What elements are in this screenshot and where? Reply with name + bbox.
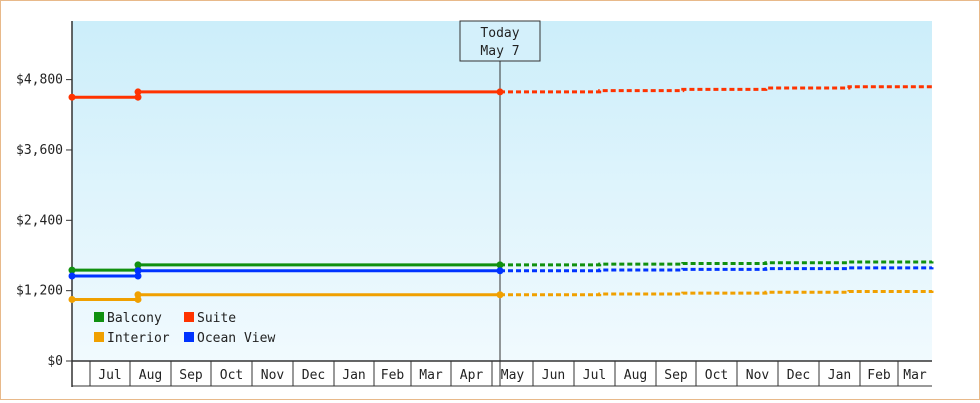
x-tick-label: Jul: [583, 368, 606, 383]
series-interior: [68, 289, 934, 303]
y-tick-label: $1,200: [16, 284, 63, 299]
x-tick-label: Aug: [139, 368, 162, 383]
today-label: Today: [480, 26, 519, 41]
x-tick-label: Feb: [381, 368, 405, 383]
data-point-suite: [68, 93, 76, 101]
forecast-line-ocean-view: [500, 266, 934, 273]
y-tick-label: $0: [47, 354, 63, 369]
legend-label-suite: Suite: [197, 311, 236, 326]
data-point-suite: [134, 93, 142, 101]
x-tick-label: Dec: [302, 368, 325, 383]
legend-swatch-balcony: [94, 312, 104, 322]
data-point-balcony: [134, 261, 142, 269]
data-point-ocean-view: [134, 272, 142, 280]
data-point-interior: [68, 295, 76, 303]
x-tick-label: Aug: [624, 368, 647, 383]
data-point-suite: [134, 88, 142, 96]
data-point-ocean-view: [134, 267, 142, 275]
x-tick-label: Jul: [98, 368, 121, 383]
x-tick-label: May: [501, 368, 525, 383]
data-point-balcony: [68, 266, 76, 274]
series-layer: [68, 85, 934, 303]
x-tick-label: Sep: [664, 368, 688, 383]
y-tick-label: $4,800: [16, 73, 63, 88]
legend-swatch-interior: [94, 332, 104, 342]
y-tick-label: $3,600: [16, 143, 63, 158]
legend: Balcony Suite Interior Ocean View: [94, 311, 275, 346]
legend-label-interior: Interior: [107, 331, 170, 346]
x-tick-label: Jan: [342, 368, 365, 383]
x-tick-label: Oct: [220, 368, 243, 383]
today-box: [459, 20, 541, 62]
forecast-line-interior: [500, 289, 934, 297]
plot-area-background: [72, 21, 932, 361]
today-marker: Today May 7: [459, 20, 541, 386]
x-tick-label: Mar: [903, 368, 927, 383]
legend-label-balcony: Balcony: [107, 311, 162, 326]
x-tick-label: Nov: [261, 368, 285, 383]
x-tick-label: Sep: [179, 368, 203, 383]
x-axis: Jul Aug Sep Oct Nov Dec Jan Feb Mar Apr May Jun Jul A…: [72, 360, 932, 387]
x-tick-label: Jun: [542, 368, 565, 383]
x-tick-label: Apr: [460, 368, 484, 383]
forecast-line-balcony: [500, 260, 934, 267]
today-date: May 7: [480, 44, 519, 59]
forecast-line-suite: [500, 85, 934, 94]
x-tick-label: Oct: [705, 368, 728, 383]
legend-swatch-suite: [184, 312, 194, 322]
x-tick-label: Jan: [828, 368, 851, 383]
x-tick-label: Nov: [746, 368, 770, 383]
series-ocean-view: [68, 266, 934, 280]
legend-swatch-ocean-view: [184, 332, 194, 342]
y-tick-label: $2,400: [16, 213, 63, 228]
x-tick-label: Dec: [787, 368, 810, 383]
data-point-interior: [134, 291, 142, 299]
y-axis: $0 $1,200 $2,400 $3,600 $4,800: [16, 21, 73, 387]
legend-label-ocean-view: Ocean View: [197, 331, 275, 346]
x-tick-label: Feb: [867, 368, 891, 383]
series-suite: [68, 85, 934, 101]
data-point-ocean-view: [68, 272, 76, 280]
x-tick-label: Mar: [419, 368, 443, 383]
